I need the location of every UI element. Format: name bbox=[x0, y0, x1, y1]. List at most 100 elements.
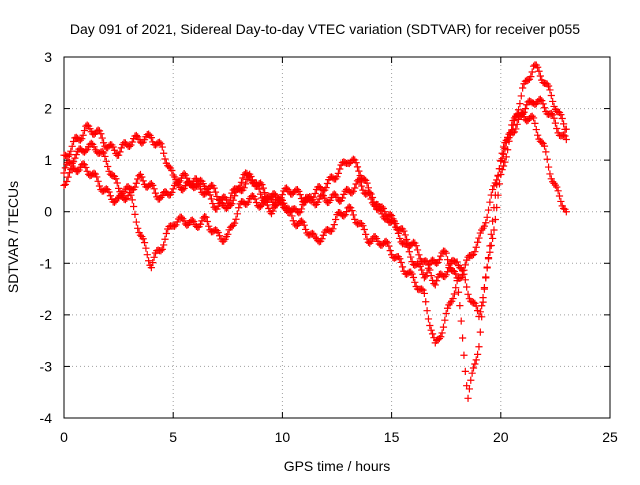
data-point-marker bbox=[348, 207, 356, 215]
y-tick-label: -3 bbox=[40, 358, 53, 374]
data-point-marker bbox=[495, 180, 504, 188]
data-point-marker bbox=[112, 175, 120, 183]
data-point-marker bbox=[232, 215, 240, 223]
data-point-marker bbox=[128, 138, 136, 146]
data-point-marker bbox=[311, 189, 319, 198]
data-point-marker bbox=[165, 163, 173, 171]
data-point-marker bbox=[463, 283, 471, 291]
data-point-marker bbox=[278, 200, 286, 208]
data-point-marker bbox=[457, 273, 465, 282]
data-point-marker bbox=[349, 187, 357, 195]
data-point-marker bbox=[341, 211, 349, 219]
data-point-marker bbox=[468, 251, 476, 260]
data-point-marker bbox=[285, 205, 293, 213]
data-point-marker bbox=[158, 143, 166, 151]
data-point-marker bbox=[86, 125, 94, 133]
data-point-marker bbox=[427, 326, 435, 334]
data-point-marker bbox=[228, 189, 236, 197]
data-point-marker bbox=[160, 149, 168, 157]
data-point-marker bbox=[433, 259, 441, 267]
data-point-marker bbox=[430, 334, 438, 342]
data-point-marker bbox=[473, 307, 482, 315]
data-point-marker bbox=[367, 195, 375, 203]
data-point-marker bbox=[251, 195, 259, 203]
data-point-marker bbox=[176, 177, 184, 185]
data-point-marker bbox=[362, 176, 370, 184]
data-point-marker bbox=[352, 180, 360, 188]
data-point-marker bbox=[517, 92, 525, 100]
data-point-marker bbox=[302, 225, 310, 234]
data-point-marker bbox=[513, 120, 521, 128]
data-point-marker bbox=[479, 298, 487, 306]
data-point-marker bbox=[202, 213, 210, 221]
data-point-marker bbox=[297, 217, 306, 225]
data-point-marker bbox=[116, 148, 124, 156]
data-point-marker bbox=[308, 229, 317, 237]
data-point-marker bbox=[168, 188, 176, 197]
data-point-marker bbox=[157, 140, 165, 148]
data-point-marker bbox=[426, 266, 434, 274]
data-point-marker bbox=[102, 185, 110, 193]
data-point-marker bbox=[539, 78, 547, 87]
data-point-marker bbox=[319, 231, 327, 239]
data-point-marker bbox=[453, 277, 461, 285]
y-tick-label: -4 bbox=[40, 410, 53, 426]
data-point-marker bbox=[209, 199, 217, 208]
data-point-marker bbox=[471, 248, 479, 256]
data-point-marker bbox=[472, 356, 480, 364]
data-point-marker bbox=[449, 267, 457, 275]
data-point-marker bbox=[318, 235, 326, 243]
data-point-marker bbox=[146, 180, 154, 188]
data-point-marker bbox=[237, 178, 246, 186]
data-point-marker bbox=[519, 84, 527, 92]
data-point-marker bbox=[516, 100, 524, 108]
data-point-marker bbox=[326, 196, 334, 204]
data-point-marker bbox=[353, 177, 362, 185]
data-point-marker bbox=[134, 133, 142, 141]
data-point-marker bbox=[256, 190, 265, 198]
data-point-marker bbox=[196, 176, 205, 184]
data-point-marker bbox=[352, 219, 360, 227]
data-point-marker bbox=[476, 328, 484, 336]
data-point-marker bbox=[158, 245, 166, 254]
data-point-marker bbox=[557, 197, 565, 206]
data-point-marker bbox=[210, 184, 218, 192]
data-point-marker bbox=[282, 184, 291, 192]
data-point-marker bbox=[329, 225, 337, 233]
data-point-marker bbox=[453, 258, 461, 266]
data-point-marker bbox=[106, 192, 115, 200]
data-point-marker bbox=[323, 179, 332, 188]
data-point-marker bbox=[464, 290, 472, 298]
data-point-marker bbox=[94, 177, 102, 185]
data-point-marker bbox=[248, 192, 256, 200]
data-point-marker bbox=[464, 394, 472, 402]
data-point-marker bbox=[562, 125, 570, 133]
data-point-marker bbox=[127, 191, 135, 199]
data-point-marker bbox=[452, 270, 460, 278]
data-point-marker bbox=[538, 138, 546, 146]
data-point-marker bbox=[463, 256, 471, 264]
data-point-marker bbox=[546, 86, 554, 94]
data-point-marker bbox=[67, 147, 75, 155]
data-point-marker bbox=[239, 174, 247, 182]
data-point-marker bbox=[520, 113, 528, 121]
data-point-marker bbox=[261, 198, 269, 206]
data-point-marker bbox=[403, 235, 411, 244]
data-point-marker bbox=[113, 179, 121, 187]
data-point-marker bbox=[457, 317, 465, 325]
data-point-marker bbox=[508, 121, 516, 129]
data-point-marker bbox=[240, 199, 248, 207]
data-point-marker bbox=[398, 263, 407, 271]
y-tick-label: 0 bbox=[44, 204, 52, 220]
data-point-marker bbox=[510, 128, 519, 136]
data-point-marker bbox=[332, 215, 340, 224]
data-point-marker bbox=[558, 202, 566, 210]
data-point-marker bbox=[120, 188, 128, 196]
data-point-marker bbox=[434, 258, 442, 267]
data-point-marker bbox=[98, 134, 106, 142]
data-point-marker bbox=[555, 192, 564, 200]
data-point-marker bbox=[132, 179, 140, 187]
data-point-marker bbox=[325, 226, 333, 234]
data-point-marker bbox=[95, 127, 104, 135]
data-point-marker bbox=[131, 210, 139, 218]
